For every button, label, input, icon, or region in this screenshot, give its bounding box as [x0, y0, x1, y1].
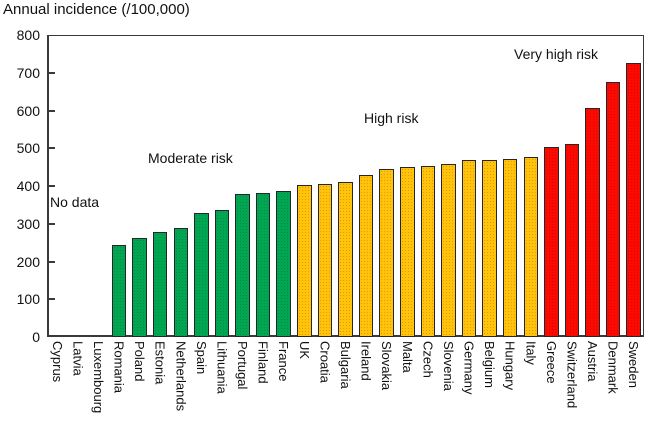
y-tick-mark: [49, 71, 55, 74]
bar-uk: [297, 185, 312, 337]
y-tick-label: 400: [16, 178, 40, 194]
bar-greece: [544, 147, 559, 337]
x-label-italy: Italy: [523, 341, 539, 365]
bar-france: [276, 190, 291, 337]
bar-italy: [523, 157, 539, 337]
x-label-estonia: Estonia: [152, 341, 168, 385]
bar-hungary: [502, 158, 518, 337]
x-label-hungary: Hungary: [502, 341, 518, 391]
x-label-switzerland: Switzerland: [564, 341, 580, 409]
y-tick-label: 300: [16, 215, 40, 232]
bar-ireland: [358, 174, 374, 337]
x-label-latvia: Latvia: [70, 341, 86, 376]
x-label-lithuania: Lithuania: [214, 341, 230, 394]
x-label-czech: Czech: [420, 341, 436, 378]
x-label-netherlands: Netherlands: [173, 341, 189, 412]
bar-romania: [111, 244, 127, 337]
y-tick-label: 0: [32, 329, 40, 345]
bar-portugal: [235, 193, 250, 337]
bar-bulgaria: [338, 182, 353, 337]
bar-czech: [420, 165, 436, 337]
bar-austria: [585, 108, 600, 337]
x-label-finland: Finland: [255, 341, 271, 384]
x-label-slovenia: Slovenia: [440, 341, 456, 391]
bar-sweden: [626, 62, 641, 337]
x-label-sweden: Sweden: [626, 341, 642, 388]
y-tick-label: 800: [16, 27, 40, 43]
bar-slovenia: [441, 164, 456, 337]
y-tick-label: 100: [16, 291, 40, 308]
x-label-spain: Spain: [193, 341, 209, 375]
bar-estonia: [152, 232, 168, 337]
bar-netherlands: [173, 227, 189, 337]
y-tick-mark: [49, 109, 55, 112]
x-label-denmark: Denmark: [605, 341, 621, 394]
bar-spain: [194, 213, 209, 337]
x-label-slovakia: Slovakia: [379, 341, 395, 391]
risk-annotation: No data: [50, 194, 100, 210]
y-tick-label: 200: [16, 253, 40, 270]
x-label-germany: Germany: [461, 341, 477, 395]
x-label-poland: Poland: [132, 341, 148, 382]
x-label-austria: Austria: [585, 341, 601, 382]
bar-croatia: [317, 184, 333, 337]
risk-annotation: Very high risk: [514, 46, 599, 62]
x-label-cyprus: Cyprus: [49, 341, 65, 383]
x-label-romania: Romania: [111, 341, 127, 394]
bar-germany: [461, 160, 477, 337]
y-tick-mark: [49, 260, 55, 263]
bar-lithuania: [214, 210, 230, 337]
y-tick-mark: [49, 222, 55, 225]
bar-belgium: [482, 159, 497, 337]
x-label-malta: Malta: [399, 341, 415, 373]
x-label-uk: UK: [296, 341, 312, 360]
x-label-bulgaria: Bulgaria: [338, 341, 353, 389]
x-label-luxembourg: Luxembourg: [90, 341, 106, 414]
y-tick-label: 700: [16, 64, 40, 81]
y-tick-label: 600: [16, 102, 40, 119]
bar-poland: [132, 238, 147, 337]
y-tick-label: 500: [16, 140, 40, 157]
y-tick-mark: [49, 185, 55, 187]
bar-finland: [255, 192, 271, 337]
y-tick-mark: [49, 147, 55, 150]
x-label-belgium: Belgium: [482, 341, 498, 388]
y-tick-mark: [49, 298, 55, 301]
bar-malta: [400, 167, 415, 337]
x-label-portugal: Portugal: [235, 341, 251, 390]
bar-slovakia: [379, 168, 394, 337]
bar-switzerland: [564, 144, 580, 337]
x-label-croatia: Croatia: [317, 341, 333, 383]
risk-annotation: Moderate risk: [148, 150, 233, 166]
x-label-france: France: [276, 341, 292, 382]
chart-title: Annual incidence (/100,000): [3, 1, 190, 18]
x-label-ireland: Ireland: [358, 341, 374, 381]
bar-denmark: [605, 81, 621, 337]
risk-annotation: High risk: [364, 110, 419, 126]
x-label-greece: Greece: [543, 341, 559, 384]
